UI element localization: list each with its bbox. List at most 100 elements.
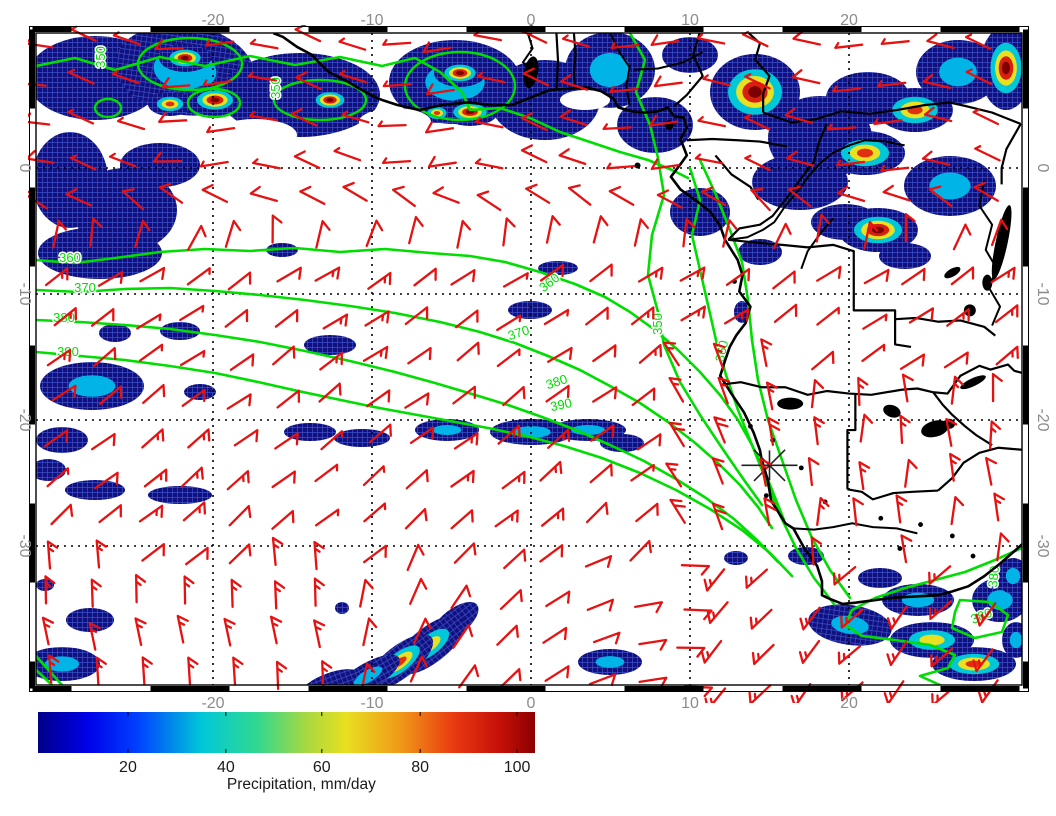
wind-barb [98,385,123,405]
river [634,51,704,71]
wind-barb [816,265,842,282]
wind-barb [748,684,772,703]
wind-barb [713,416,729,444]
country-border [1000,123,1022,185]
height-contour-ring [272,78,368,122]
wind-barb [602,123,632,131]
wind-barb [717,376,731,405]
precip-core [1009,631,1022,649]
height-contour-ring [186,87,242,119]
precip-gap [359,108,431,136]
wind-barb [606,162,636,170]
wind-barb [943,351,969,369]
y-axis-tick-label-left: -10 [16,282,33,305]
height-contour [36,654,64,685]
wind-barb [183,575,195,605]
wind-barb [697,115,727,128]
precip-cell [334,429,390,447]
wind-barb [318,382,342,403]
wind-barb [450,469,475,488]
wind-barb [637,266,664,283]
wind-barb [635,502,659,523]
wind-barb [784,107,813,124]
wind-barb [90,308,115,327]
wind-barb [65,188,93,207]
wind-barb [367,271,392,290]
colorbar-tick-label: 60 [313,759,331,776]
wind-barb [226,393,252,410]
precip-core [44,656,80,672]
wind-barb [224,308,249,328]
wind-barb [972,108,1000,126]
y-axis-tick-label-right: -10 [1034,282,1051,305]
wind-barb [502,272,529,288]
wind-barb [700,186,727,207]
country-border [555,33,560,90]
wind-barb [904,458,918,488]
wind-barb [610,42,640,50]
wind-barb [633,218,649,247]
wind-barb [542,626,568,644]
wind-barb [223,617,236,647]
wind-barb [271,509,295,530]
wind-barb [409,577,428,605]
wind-barb [589,263,613,283]
wind-barb [946,308,970,327]
map-dot [878,515,884,521]
wind-barb [744,73,771,90]
height-contour [36,286,774,530]
wind-barb [816,496,830,526]
lake [991,205,1012,280]
wind-barb [669,498,686,524]
wind-barb [228,504,252,527]
wind-barb [899,414,911,445]
wind-barb [560,74,589,91]
wind-barb [832,565,857,586]
wind-barb [67,108,95,125]
wind-barb [950,375,964,405]
colorbar-label: Precipitation, mm/day [227,776,376,793]
wind-barb [452,624,474,649]
wind-barb [682,218,696,248]
country-border [895,316,996,337]
wind-barb [668,421,686,448]
lake [634,162,641,169]
wind-barb [760,338,773,368]
wind-barb [862,313,888,330]
wind-barb [199,160,229,168]
wind-barb [273,580,286,610]
y-axis-tick-label-left: -20 [16,408,33,431]
wind-barb [52,219,68,249]
precip-cell [879,243,931,269]
wind-barb [722,219,738,248]
wind-barb [815,213,830,243]
wind-barb [450,269,476,286]
wind-barb [496,624,519,646]
wind-barb [97,270,124,287]
wind-barb [816,306,840,326]
wind-barb [589,463,613,484]
wind-barb [121,188,145,211]
wind-barb [46,540,59,570]
precip-cell [738,239,782,265]
wind-barb [950,496,965,526]
wind-barb [772,270,796,290]
wind-barb [540,507,565,527]
wind-barb [453,542,477,564]
wind-barb [93,346,117,367]
wind-barb [592,631,621,645]
map-dot [897,546,903,551]
river [793,522,918,535]
country-border [728,238,912,349]
wind-barb [503,548,527,570]
x-axis-tick-label-bottom: -10 [360,695,383,712]
wind-barb [179,304,205,322]
wind-barb [138,343,164,362]
wind-barb [180,466,204,488]
wind-barb [873,118,903,126]
wind-barb [765,381,779,411]
wind-barb [811,350,835,371]
country-border [846,393,857,490]
wind-barb [28,149,55,164]
wind-barb [363,544,387,564]
